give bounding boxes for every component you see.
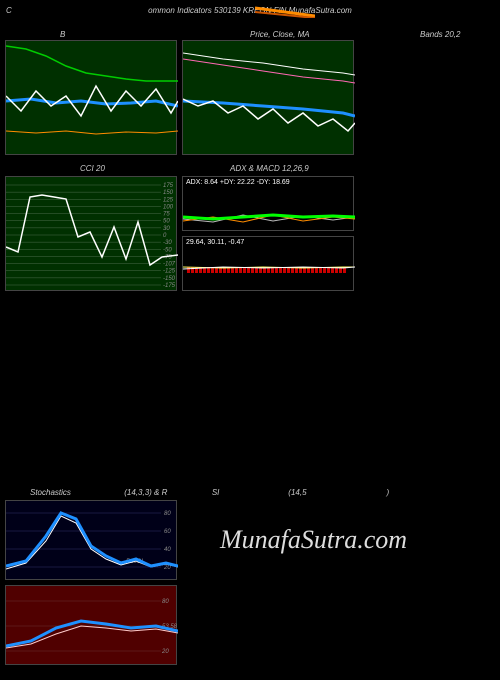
svg-text:80: 80	[162, 599, 169, 605]
svg-text:-175: -175	[163, 283, 176, 289]
label-b: B	[60, 30, 65, 39]
chart-macd: 29.64, 30.11, -0.47	[182, 236, 354, 291]
svg-text:100: 100	[163, 204, 174, 210]
macd-values-text: 29.64, 30.11, -0.47	[186, 239, 244, 246]
svg-text:60: 60	[164, 529, 171, 535]
watermark: MunafaSutra.com	[220, 525, 407, 555]
svg-text:50: 50	[163, 219, 170, 225]
svg-text:-107: -107	[163, 262, 176, 268]
svg-text:-150: -150	[163, 276, 176, 282]
chart-rsi: 8053 58 5020	[5, 585, 177, 665]
svg-text:-50: -50	[163, 247, 172, 253]
chart-cci: 1751501251007550300-30-50-75-107-125-150…	[5, 176, 177, 291]
chart-b	[5, 40, 177, 155]
chart-stochastics: 80604020ResOL	[5, 500, 177, 580]
svg-text:20: 20	[161, 649, 169, 655]
label-adx: ADX & MACD 12,26,9	[230, 164, 309, 173]
svg-text:150: 150	[163, 190, 174, 196]
svg-text:125: 125	[163, 197, 174, 203]
label-bands: Bands 20,2	[420, 30, 460, 39]
svg-text:30: 30	[163, 226, 170, 232]
svg-text:-125: -125	[163, 269, 176, 275]
adx-values-text: ADX: 8.64 +DY: 22.22 -DY: 18.69	[186, 179, 290, 186]
label-stoch-rsi: Stochastics (14,3,3) & R SI (14,5 )	[30, 488, 389, 497]
svg-text:75: 75	[163, 212, 170, 218]
svg-text:-30: -30	[163, 240, 172, 246]
header-center: ommon Indicators 530139 KREON FIN Munafa…	[148, 6, 352, 15]
label-price: Price, Close, MA	[250, 30, 310, 39]
chart-price	[182, 40, 354, 155]
label-cci: CCI 20	[80, 164, 105, 173]
chart-adx: ADX: 8.64 +DY: 22.22 -DY: 18.69	[182, 176, 354, 231]
header-left: C	[6, 6, 12, 15]
svg-text:40: 40	[164, 547, 171, 553]
svg-text:20: 20	[163, 565, 171, 571]
svg-text:80: 80	[164, 511, 171, 517]
svg-text:175: 175	[163, 183, 174, 189]
svg-text:0: 0	[163, 233, 167, 239]
